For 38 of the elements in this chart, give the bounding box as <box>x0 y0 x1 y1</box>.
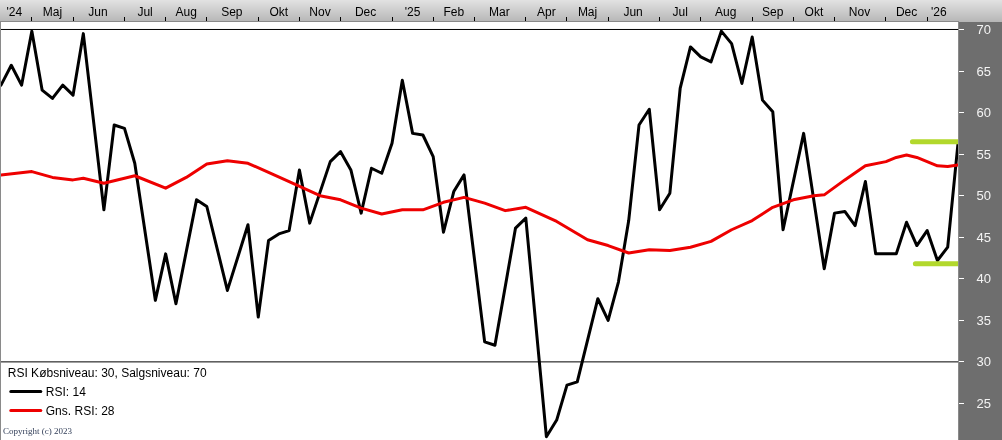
y-tick-label: 70 <box>976 22 992 38</box>
legend-title: RSI Købsniveau: 30, Salgsniveau: 70 <box>7 365 207 380</box>
x-tick-label: Maj <box>577 5 598 20</box>
x-tick-label: Jun <box>623 5 643 20</box>
x-tick-label: Feb <box>443 5 465 20</box>
y-tick-label: 30 <box>976 354 992 370</box>
x-tick-label: Sep <box>221 5 243 20</box>
legend-label: RSI: 14 <box>45 385 87 400</box>
x-tick-label: Okt <box>269 5 289 20</box>
y-tick-label: 45 <box>976 229 992 245</box>
y-tick-label: 40 <box>976 271 992 287</box>
x-tick-label: Jul <box>672 5 688 20</box>
x-tick-label: Okt <box>804 5 824 20</box>
y-tick-label: 65 <box>976 63 992 79</box>
y-tick-label: 35 <box>976 312 992 328</box>
x-tick-label: Jun <box>88 5 108 20</box>
x-tick-label: '25 <box>404 5 421 20</box>
y-tick-label: 50 <box>976 188 992 204</box>
x-tick-label: '26 <box>931 5 948 20</box>
y-tick-label: 55 <box>976 146 992 162</box>
x-tick-label: Jul <box>137 5 153 20</box>
x-tick-label: Mar <box>489 5 510 20</box>
x-tick-label: Maj <box>42 5 63 20</box>
annotation: Copyright (c) 2023 <box>3 426 73 436</box>
line-series <box>1 29 958 439</box>
x-tick-label: Apr <box>537 5 556 20</box>
legend-label: Gns. RSI: 28 <box>45 404 115 419</box>
x-tick-label: Dec <box>895 5 918 20</box>
x-tick-label: Nov <box>309 5 331 20</box>
x-tick-label: Aug <box>715 5 737 20</box>
y-tick-label: 60 <box>976 105 992 121</box>
x-tick-label: Sep <box>762 5 784 20</box>
x-tick-label: Nov <box>848 5 871 20</box>
x-tick-label: Aug <box>175 5 197 20</box>
x-tick-label: Dec <box>354 5 377 20</box>
y-tick-label: 25 <box>976 395 992 411</box>
line-series <box>1 153 958 255</box>
x-tick-label: '24 <box>6 5 23 20</box>
